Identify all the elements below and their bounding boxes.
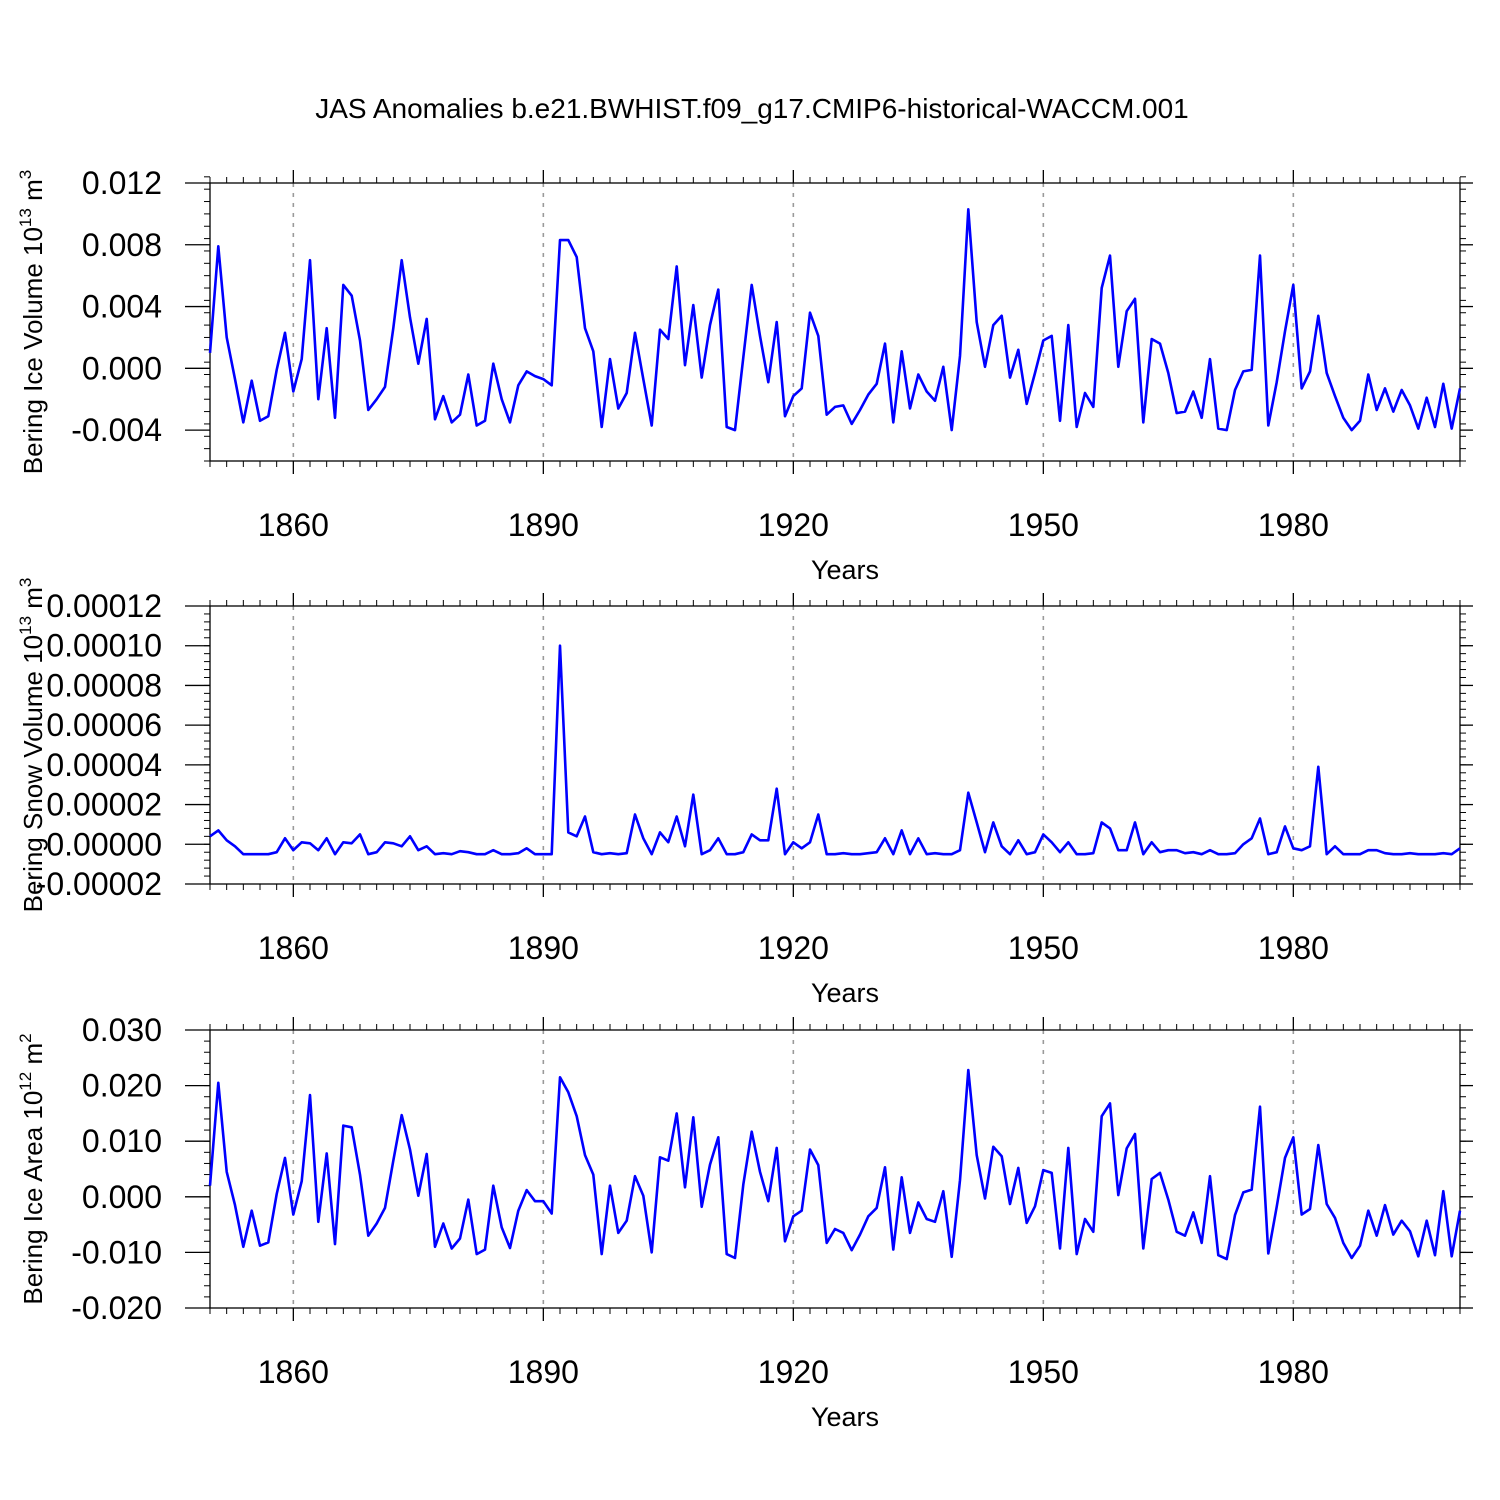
y-axis-title-unit: m: [18, 587, 48, 616]
x-tick-label-1920: 1920: [758, 1354, 829, 1390]
y-tick-label: 0.00004: [46, 747, 162, 783]
x-tick-label-1950: 1950: [1008, 507, 1079, 543]
series-line-snow-volume: [209, 644, 1461, 856]
x-tick-label-1890: 1890: [508, 507, 579, 543]
series-line-ice-area: [208, 1068, 1462, 1261]
plot-frame: [209, 605, 1461, 885]
panel-ice-area: 1860 1890 1920 1950 1980 -0.020 -0.010 0.000 0.0…: [16, 1012, 1473, 1432]
x-tick-label-1890: 1890: [508, 1354, 579, 1390]
chart-panels: 1860 1890 1920 1950 1980 -0.004 0.000 0.004 0.00…: [16, 165, 1473, 1432]
x-tick-label-1920: 1920: [758, 507, 829, 543]
y-tick-label: 0.00008: [46, 667, 162, 703]
x-tick-label-1860: 1860: [258, 930, 329, 966]
x-tick-label-1860: 1860: [258, 1354, 329, 1390]
series-line-ice-volume: [208, 208, 1462, 432]
x-axis-title: Years: [811, 978, 879, 1008]
panel-snow-volume: 1860 1890 1920 1950 1980-0.000020.000000.000…: [16, 578, 1473, 1008]
y-axis-title-unit: m: [18, 179, 48, 208]
y-axis-title: Bering Ice Volume 1013 m3: [16, 170, 48, 474]
y-tick-label: 0.00010: [46, 628, 162, 664]
y-axis-title-unit-exp: 2: [16, 1033, 35, 1042]
x-tick-label-1980: 1980: [1258, 507, 1329, 543]
y-axis-title-exp: 13: [16, 208, 35, 227]
x-tick-label-1920: 1920: [758, 930, 829, 966]
y-tick-label: 0.00000: [46, 826, 162, 862]
plot-frame: [209, 1029, 1461, 1309]
x-tick-label-1890: 1890: [508, 930, 579, 966]
x-axis-title: Years: [811, 555, 879, 585]
y-axis-title-unit: m: [18, 1043, 48, 1072]
y-tick-label: 0.008: [82, 227, 162, 263]
y-axis-title: Bering Snow Volume 1013 m3: [16, 578, 48, 913]
y-tick-label: 0.012: [82, 165, 162, 201]
y-tick-label: -0.010: [71, 1234, 162, 1270]
y-axis-title-unit-exp: 3: [16, 170, 35, 179]
y-axis-title-text: Bering Ice Area 10: [18, 1091, 48, 1305]
x-tick-label-1950: 1950: [1008, 930, 1079, 966]
y-tick-label: 0.00012: [46, 588, 162, 624]
y-axis-title-exp: 13: [16, 616, 35, 635]
x-tick-label-1860: 1860: [258, 507, 329, 543]
x-tick-label-1980: 1980: [1258, 1354, 1329, 1390]
y-tick-label: 0.00002: [46, 787, 162, 823]
panel-ice-volume: 1860 1890 1920 1950 1980 -0.004 0.000 0.004 0.00…: [16, 165, 1473, 585]
y-tick-label: -0.004: [71, 412, 162, 448]
chart-title: JAS Anomalies b.e21.BWHIST.f09_g17.CMIP6…: [315, 93, 1189, 124]
y-tick-label: -0.00002: [36, 866, 162, 902]
x-tick-label-1950: 1950: [1008, 1354, 1079, 1390]
y-axis-title-text: Bering Ice Volume 10: [18, 227, 48, 474]
y-tick-label: 0.000: [82, 350, 162, 386]
y-tick-label: 0.010: [82, 1123, 162, 1159]
y-tick-label: 0.000: [82, 1179, 162, 1215]
plot-frame: [209, 182, 1461, 462]
y-tick-label: 0.020: [82, 1068, 162, 1104]
x-axis-title: Years: [811, 1402, 879, 1432]
y-tick-label: 0.030: [82, 1012, 162, 1048]
y-tick-label: 0.00006: [46, 707, 162, 743]
y-tick-label: -0.020: [71, 1290, 162, 1326]
y-axis-title-text: Bering Snow Volume 10: [18, 635, 48, 913]
y-tick-label: 0.004: [82, 289, 162, 325]
y-axis-title-exp: 12: [16, 1072, 35, 1091]
y-axis-title: Bering Ice Area 1012 m2: [16, 1033, 48, 1304]
y-axis-title-unit-exp: 3: [16, 578, 35, 587]
x-tick-label-1980: 1980: [1258, 930, 1329, 966]
